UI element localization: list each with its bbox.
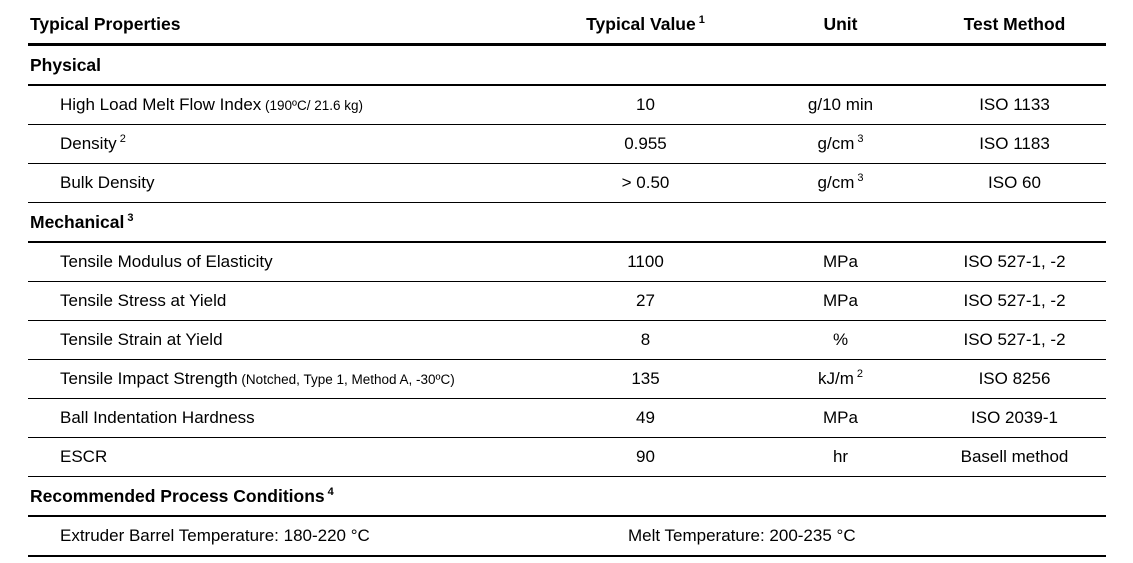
- typical-value: 1100: [533, 242, 758, 282]
- section-row-mechanical: Mechanical 3: [28, 202, 1106, 243]
- section-title: Mechanical 3: [28, 202, 1106, 243]
- property-name: High Load Melt Flow Index (190ºC/ 21.6 k…: [28, 85, 533, 125]
- typical-value: 135: [533, 359, 758, 399]
- header-typical-value-footnote: 1: [698, 14, 705, 27]
- unit: g/cm 3: [758, 163, 923, 203]
- section-row-recommended-process-conditions: Recommended Process Conditions 4: [28, 476, 1106, 517]
- property-row-tensile-modulus-of-elasticity: Tensile Modulus of Elasticity 1100 MPa ISO …: [28, 242, 1106, 282]
- property-row-tensile-strain-at-yield: Tensile Strain at Yield 8% ISO 527-1, -2: [28, 320, 1106, 360]
- footnote-marker: 3: [857, 172, 864, 185]
- property-name: Tensile Impact Strength (Notched, Type 1…: [28, 359, 533, 399]
- typical-value: 10: [533, 85, 758, 125]
- unit: g/cm 3: [758, 124, 923, 164]
- test-method: Basell method: [923, 437, 1106, 477]
- unit: MPa: [758, 398, 923, 438]
- property-name: Bulk Density: [28, 163, 533, 203]
- typical-value: 49: [533, 398, 758, 438]
- property-name: Tensile Modulus of Elasticity: [28, 242, 533, 282]
- property-row-density: Density 2 0.955 g/cm 3 ISO 1183: [28, 124, 1106, 164]
- test-method: ISO 1133: [923, 85, 1106, 125]
- section-title: Recommended Process Conditions 4: [28, 476, 1106, 517]
- header-unit: Unit: [758, 6, 923, 46]
- header-typical-value-label: Typical Value: [586, 14, 696, 34]
- property-row-bulk-density: Bulk Density > 0.50 g/cm 3 ISO 60: [28, 163, 1106, 203]
- extruder-barrel-temperature: Extruder Barrel Temperature: 180-220 °C: [28, 516, 533, 557]
- footnote-marker: 3: [857, 133, 864, 146]
- unit: hr: [758, 437, 923, 477]
- property-row-tensile-stress-at-yield: Tensile Stress at Yield 27 MPa ISO 527-1, -…: [28, 281, 1106, 321]
- typical-value: > 0.50: [533, 163, 758, 203]
- footnote-marker: 4: [327, 485, 334, 498]
- test-method: ISO 8256: [923, 359, 1106, 399]
- melt-temperature: Melt Temperature: 200-235 °C: [533, 516, 1106, 557]
- test-method: ISO 1183: [923, 124, 1106, 164]
- unit: g/10 min: [758, 85, 923, 125]
- property-condition-note: (Notched, Type 1, Method A, -30ºC): [237, 372, 455, 387]
- unit: MPa: [758, 242, 923, 282]
- test-method: ISO 2039-1: [923, 398, 1106, 438]
- test-method: ISO 527-1, -2: [923, 242, 1106, 282]
- property-condition-note: (190ºC/ 21.6 kg): [261, 98, 364, 113]
- property-row-high-load-melt-flow-index: High Load Melt Flow Index (190ºC/ 21.6 k…: [28, 85, 1106, 125]
- header-test-method: Test Method: [923, 6, 1106, 46]
- property-name: Tensile Stress at Yield: [28, 281, 533, 321]
- unit: kJ/m 2: [758, 359, 923, 399]
- header-typical-value: Typical Value 1: [533, 6, 758, 46]
- footnote-marker: 2: [856, 368, 863, 381]
- typical-value: 0.955: [533, 124, 758, 164]
- property-name: Tensile Strain at Yield: [28, 320, 533, 360]
- table-header-row: Typical Properties Typical Value 1 Unit T…: [28, 6, 1106, 46]
- header-typical-properties: Typical Properties: [28, 6, 533, 46]
- test-method: ISO 527-1, -2: [923, 281, 1106, 321]
- property-row-ball-indentation-hardness: Ball Indentation Hardness 49 MPa ISO 2039-1: [28, 398, 1106, 438]
- typical-properties-table: Typical Properties Typical Value 1 Unit T…: [28, 6, 1106, 557]
- typical-value: 90: [533, 437, 758, 477]
- footnote-marker: 2: [119, 133, 126, 146]
- property-name: Ball Indentation Hardness: [28, 398, 533, 438]
- typical-value: 27: [533, 281, 758, 321]
- process-conditions-row: Extruder Barrel Temperature: 180-220 °C M…: [28, 516, 1106, 557]
- test-method: ISO 527-1, -2: [923, 320, 1106, 360]
- typical-value: 8: [533, 320, 758, 360]
- section-title: Physical: [28, 44, 1106, 86]
- property-row-escr: ESCR 90 hr Basell method: [28, 437, 1106, 477]
- unit: MPa: [758, 281, 923, 321]
- property-name: Density 2: [28, 124, 533, 164]
- footnote-marker: 3: [127, 211, 134, 224]
- test-method: ISO 60: [923, 163, 1106, 203]
- property-name: ESCR: [28, 437, 533, 477]
- unit: %: [758, 320, 923, 360]
- section-row-physical: Physical: [28, 44, 1106, 86]
- property-row-tensile-impact-strength: Tensile Impact Strength (Notched, Type 1…: [28, 359, 1106, 399]
